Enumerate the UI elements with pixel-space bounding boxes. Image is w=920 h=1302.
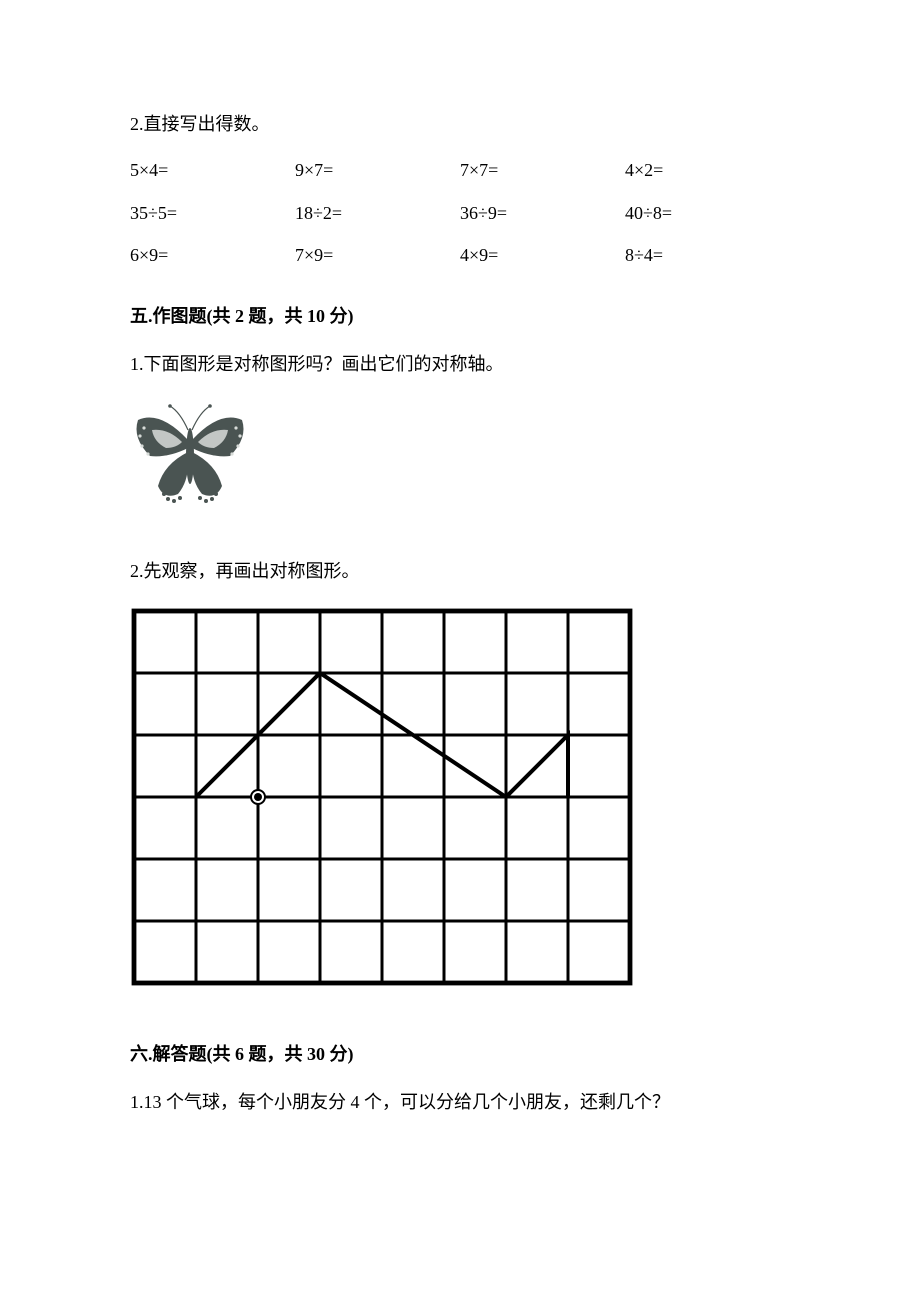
calc-cell: 7×7= [460,154,625,186]
calc-cell: 18÷2= [295,197,460,229]
calc-row-0: 5×4= 9×7= 7×7= 4×2= [130,154,790,186]
calc-cell: 4×9= [460,239,625,271]
calc-cell: 5×4= [130,154,295,186]
section5-header: 五.作图题(共 2 题，共 10 分) [130,300,790,332]
butterfly-figure [130,398,790,518]
calc-cell: 8÷4= [625,239,790,271]
symmetry-grid [130,607,790,997]
grid-diagram [130,607,634,987]
calc-row-2: 6×9= 7×9= 4×9= 8÷4= [130,239,790,271]
calc-cell: 40÷8= [625,197,790,229]
calc-cell: 7×9= [295,239,460,271]
section5-q1: 1.下面图形是对称图形吗？画出它们的对称轴。 [130,348,790,380]
calc-cell: 9×7= [295,154,460,186]
section6-q1: 1.13 个气球，每个小朋友分 4 个，可以分给几个小朋友，还剩几个？ [130,1086,790,1118]
calc-title: 2.直接写出得数。 [130,108,790,140]
section5-q2: 2.先观察，再画出对称图形。 [130,555,790,587]
section6-header: 六.解答题(共 6 题，共 30 分) [130,1038,790,1070]
calc-cell: 6×9= [130,239,295,271]
butterfly-icon [130,398,250,508]
calc-cell: 4×2= [625,154,790,186]
calc-cell: 35÷5= [130,197,295,229]
calc-row-1: 35÷5= 18÷2= 36÷9= 40÷8= [130,197,790,229]
calc-cell: 36÷9= [460,197,625,229]
